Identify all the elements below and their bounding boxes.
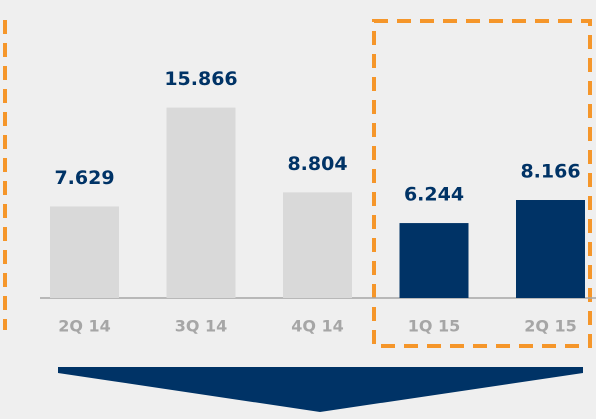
arrow (58, 367, 583, 412)
x-tick-label: 4Q 14 (291, 317, 344, 336)
bar (50, 206, 119, 298)
bar (283, 192, 352, 298)
x-tick-label: 1Q 15 (408, 317, 461, 336)
x-tick-label: 3Q 14 (175, 317, 228, 336)
data-label: 8.166 (520, 161, 580, 183)
x-tick-label: 2Q 15 (524, 317, 577, 336)
data-label: 15.866 (164, 68, 237, 90)
bar (399, 223, 469, 298)
data-label: 6.244 (404, 184, 464, 206)
bar (516, 200, 585, 298)
highlight-box (372, 19, 592, 348)
data-label: 8.804 (287, 153, 347, 175)
data-label: 7.629 (54, 167, 114, 189)
x-tick-label: 2Q 14 (58, 317, 111, 336)
bar (166, 107, 236, 298)
